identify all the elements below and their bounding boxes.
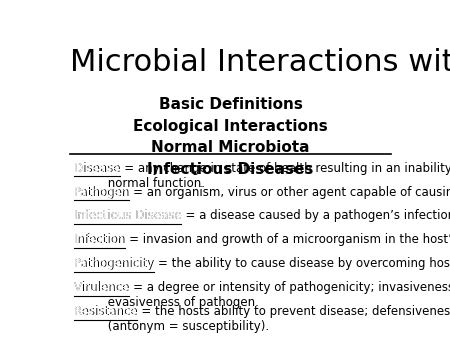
Text: Disease = any change in state of health resulting in an inability to carry out
 : Disease = any change in state of health … <box>74 162 450 190</box>
Text: Resistance: Resistance <box>74 305 137 318</box>
Text: Resistance = the hosts ability to prevent disease; defensiveness
         (anton: Resistance = the hosts ability to preven… <box>74 305 450 333</box>
Text: Basic Definitions
Ecological Interactions
Normal Microbiota
Infectious Diseases: Basic Definitions Ecological Interaction… <box>133 97 328 177</box>
Text: Infection: Infection <box>74 234 125 246</box>
Text: Pathogenicity: Pathogenicity <box>74 257 154 270</box>
Text: Disease: Disease <box>74 162 120 175</box>
Text: Infectious Disease: Infectious Disease <box>74 210 181 222</box>
Text: Microbial Interactions with Humans: Microbial Interactions with Humans <box>70 48 450 77</box>
Text: Pathogenicity = the ability to cause disease by overcoming host defenses.: Pathogenicity = the ability to cause dis… <box>74 257 450 270</box>
Text: Virulence = a degree or intensity of pathogenicity; invasiveness and
         ev: Virulence = a degree or intensity of pat… <box>74 281 450 309</box>
Text: Virulence: Virulence <box>74 281 129 294</box>
Text: Pathogen = an organism, virus or other agent capable of causing disease.: Pathogen = an organism, virus or other a… <box>74 186 450 198</box>
Text: Infectious Disease = a disease caused by a pathogen’s infection.: Infectious Disease = a disease caused by… <box>74 210 450 222</box>
Text: Pathogen: Pathogen <box>74 186 129 198</box>
Text: Infection = invasion and growth of a microorganism in the host’s body.: Infection = invasion and growth of a mic… <box>74 234 450 246</box>
